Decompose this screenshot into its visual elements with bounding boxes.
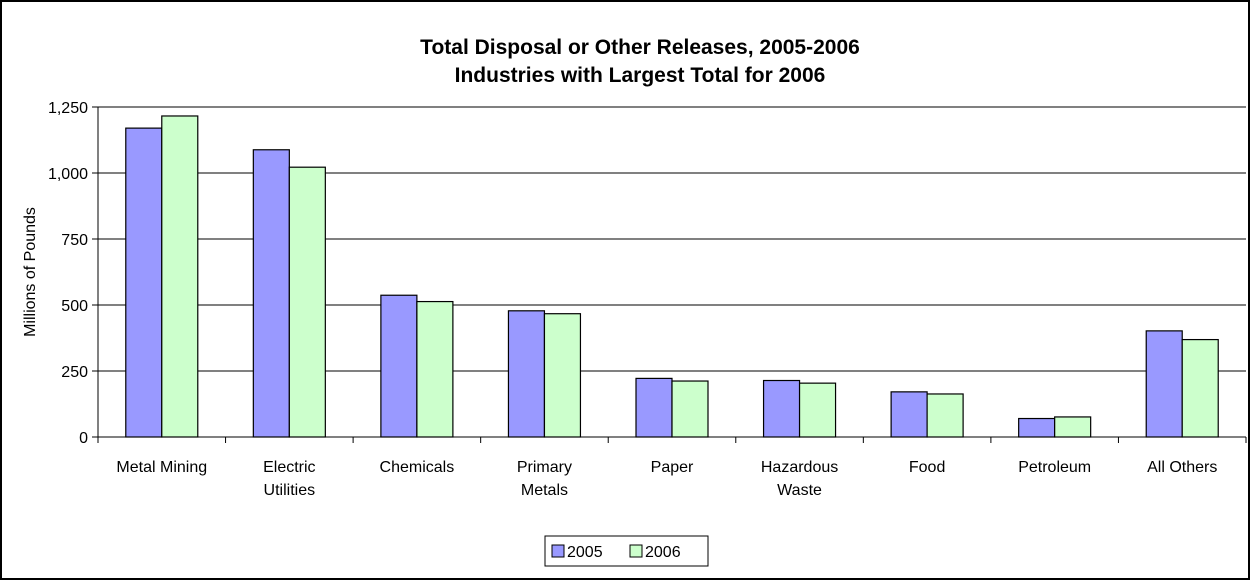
- bar-2005-paper: [635, 377, 673, 438]
- bar-2005-chemicals: [380, 294, 418, 438]
- bar-2006-hazardous-waste: [798, 382, 837, 438]
- bar-2005-food: [890, 391, 928, 438]
- x-tick-label: Waste: [777, 482, 822, 499]
- y-axis-title: Millions of Pounds: [22, 207, 39, 337]
- x-tick-label: All Others: [1147, 459, 1217, 476]
- bar-2006-petroleum: [1054, 416, 1092, 438]
- bar-2006-food: [926, 393, 964, 438]
- legend-label-2005: 2005: [567, 544, 603, 561]
- x-tick-label: Hazardous: [761, 459, 838, 476]
- bar-2005-hazardous-waste: [762, 379, 801, 438]
- x-tick-label: Metals: [521, 482, 568, 499]
- x-tick-label: Metal Mining: [116, 459, 207, 476]
- legend: 2005 2006: [544, 535, 709, 567]
- legend-box: [544, 535, 709, 567]
- x-tick-label: Chemicals: [380, 459, 455, 476]
- legend-label-2006: 2006: [645, 544, 681, 561]
- x-tick-label: Electric: [263, 459, 315, 476]
- x-tick-label: Primary: [517, 459, 572, 476]
- chart-title: Total Disposal or Other Releases, 2005-2…: [420, 36, 860, 59]
- bar-2005-petroleum: [1018, 417, 1056, 438]
- axes: 0 250 500 750 1,000 1,250 Metal Mining Electric…: [48, 100, 1247, 499]
- bar-2005-primary-metals: [507, 310, 546, 438]
- x-tick-label: Paper: [651, 459, 694, 476]
- y-tick-label: 0: [79, 430, 88, 447]
- legend-swatch-2005: [551, 544, 565, 558]
- y-tick-label: 1,250: [48, 100, 88, 117]
- x-tick-label: Petroleum: [1018, 459, 1091, 476]
- x-tick-label: Utilities: [264, 482, 316, 499]
- bar-2006-electric-utilities: [288, 166, 326, 438]
- y-tick-label: 1,000: [48, 166, 88, 183]
- bar-2006-chemicals: [416, 300, 454, 438]
- bar-2005-all-others: [1145, 330, 1183, 438]
- bars: [125, 115, 1219, 438]
- x-tick-label: Food: [909, 459, 945, 476]
- bar-2005-metal-mining: [125, 127, 163, 438]
- bar-2006-metal-mining: [161, 115, 199, 438]
- bar-2005-electric-utilities: [252, 149, 290, 438]
- bar-2006-paper: [671, 380, 709, 438]
- legend-swatch-2006: [629, 544, 643, 558]
- y-tick-label: 500: [61, 298, 88, 315]
- y-tick-label: 250: [61, 364, 88, 381]
- bar-2006-all-others: [1181, 338, 1219, 438]
- chart-subtitle: Industries with Largest Total for 2006: [455, 64, 826, 87]
- bar-2006-primary-metals: [543, 313, 582, 438]
- y-tick-label: 750: [61, 232, 88, 249]
